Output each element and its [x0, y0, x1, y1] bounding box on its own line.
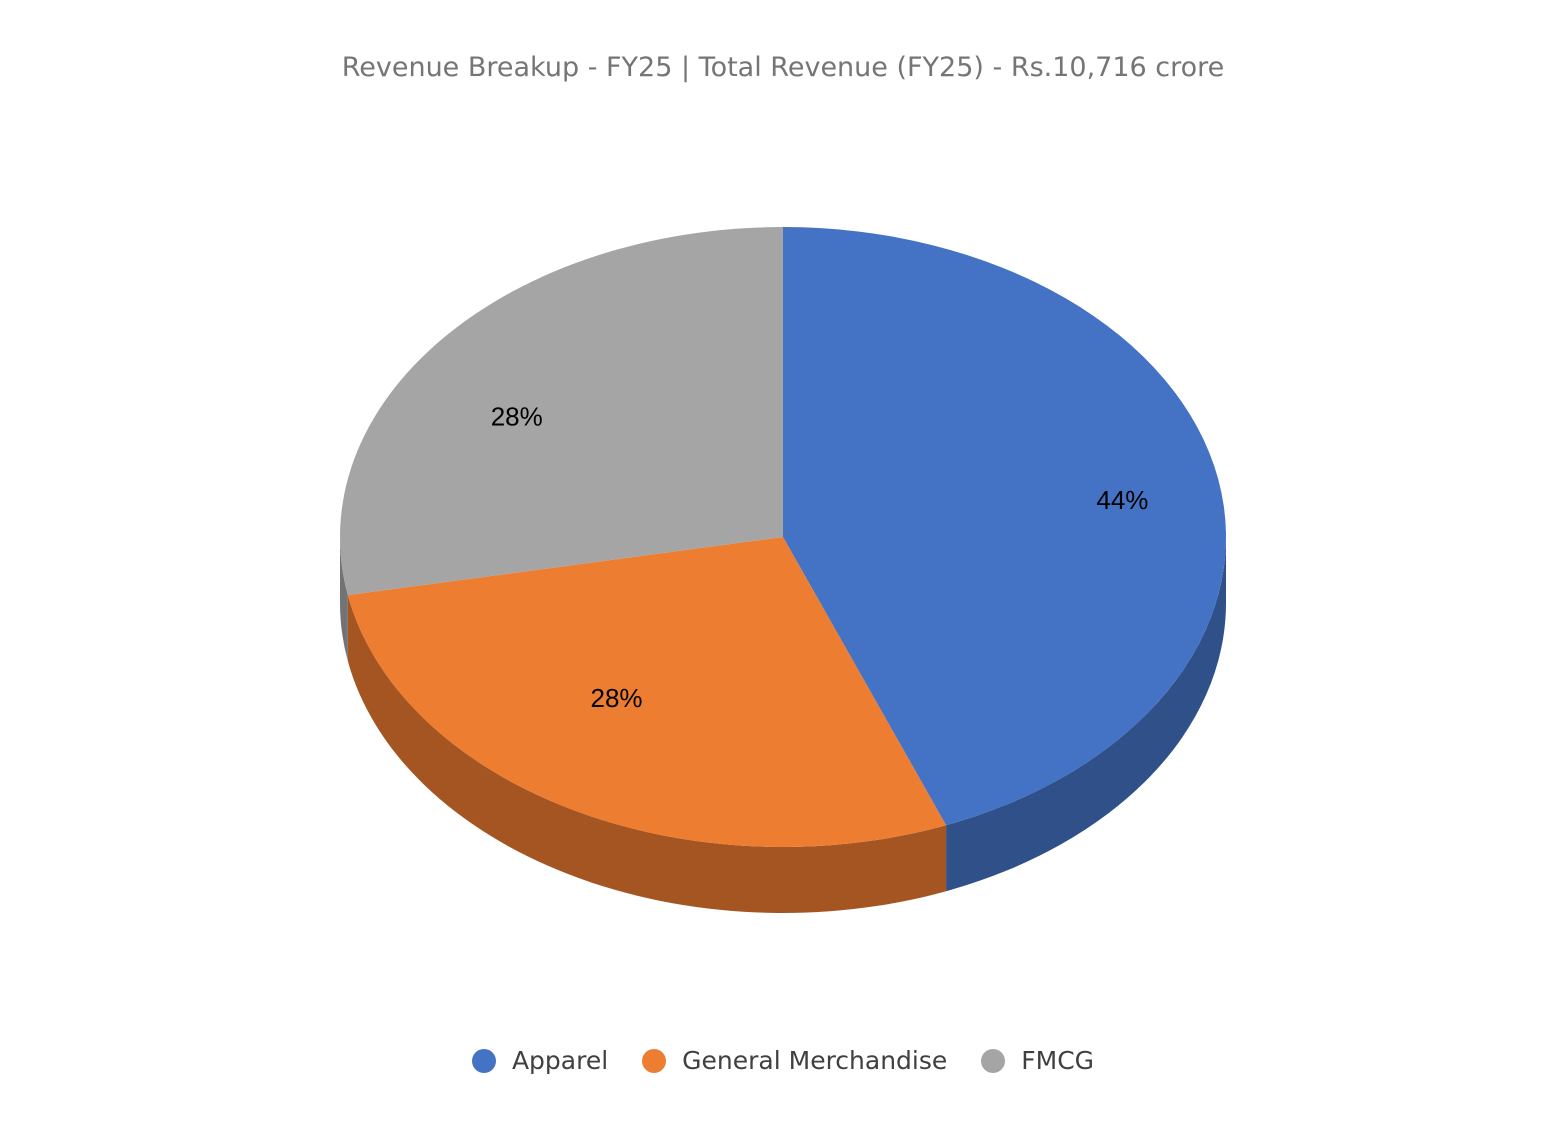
pie-side-general-merchandise	[347, 595, 947, 913]
legend-swatch-fmcg	[981, 1048, 1006, 1073]
legend-label-general-merchandise: General Merchandise	[682, 1046, 948, 1075]
data-label-general-merchandise: 28%	[591, 683, 643, 713]
legend: Apparel General Merchandise FMCG	[0, 1046, 1566, 1075]
pie-slice-fmcg	[340, 227, 783, 596]
legend-item-general-merchandise: General Merchandise	[642, 1046, 947, 1075]
pie-slice-apparel	[783, 227, 1226, 826]
pie-side-group	[340, 537, 1226, 913]
pie-side-apparel	[946, 537, 1226, 892]
legend-swatch-apparel	[471, 1048, 496, 1073]
pie-slice-general-merchandise	[347, 537, 947, 847]
pie-label-group: 44% 28% 28%	[491, 401, 1149, 713]
legend-swatch-general-merchandise	[642, 1048, 667, 1073]
data-label-fmcg: 28%	[491, 401, 543, 431]
chart-title: Revenue Breakup - FY25 | Total Revenue (…	[341, 52, 1225, 83]
pie-top-group	[340, 227, 1226, 847]
pie-side-fmcg	[340, 537, 348, 662]
legend-label-apparel: Apparel	[511, 1046, 609, 1075]
legend-label-fmcg: FMCG	[1021, 1046, 1095, 1075]
legend-item-fmcg: FMCG	[981, 1046, 1094, 1075]
data-label-apparel: 44%	[1096, 485, 1148, 515]
legend-item-apparel: Apparel	[471, 1046, 609, 1075]
